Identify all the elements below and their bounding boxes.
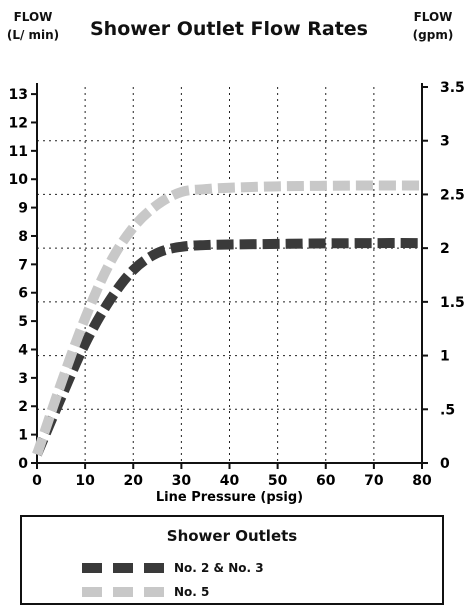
y-tick-label-left: 9	[18, 201, 28, 217]
y-tick-label-left: 8	[18, 229, 28, 245]
right-axis-unit-line1: FLOW	[413, 10, 453, 24]
y-tick-label-right: 2.5	[440, 187, 465, 203]
y-tick-label-left: 5	[18, 314, 28, 330]
x-tick-label: 50	[268, 473, 288, 489]
x-tick-label: 70	[364, 473, 384, 489]
left-axis-unit-label: FLOW (L/ min)	[2, 8, 64, 44]
y-tick-label-right: 1	[440, 349, 450, 365]
y-tick-label-left: 1	[18, 428, 28, 444]
x-tick-label: 60	[316, 473, 336, 489]
y-tick-label-left: 4	[18, 342, 28, 358]
legend-item-no5: No. 5	[82, 581, 209, 603]
x-tick-label: 30	[172, 473, 192, 489]
y-tick-label-left: 10	[9, 172, 29, 188]
x-tick-label: 0	[32, 473, 42, 489]
x-tick-label: 80	[412, 473, 432, 489]
chart-title: Shower Outlet Flow Rates	[90, 18, 368, 40]
x-tick-label: 40	[220, 473, 240, 489]
y-tick-label-right: 3.5	[440, 80, 465, 96]
x-tick-label: 20	[124, 473, 144, 489]
series-line-no2-no3	[32, 238, 423, 457]
legend-label-no5: No. 5	[174, 585, 210, 599]
y-tick-label-right: .5	[440, 402, 455, 418]
y-tick-label-left: 11	[9, 144, 28, 160]
y-tick-label-left: 7	[18, 257, 28, 273]
legend: Shower Outlets No. 2 & No. 3 No. 5	[20, 515, 444, 605]
y-tick-label-left: 0	[18, 456, 28, 472]
y-tick-label-right: 0	[440, 456, 450, 472]
left-axis-unit-line2: (L/ min)	[6, 28, 60, 42]
y-tick-label-left: 2	[18, 399, 28, 415]
right-axis-unit-line2: (gpm)	[412, 28, 454, 42]
series-line-no5	[32, 180, 423, 457]
legend-item-no2-no3: No. 2 & No. 3	[82, 557, 264, 579]
legend-swatch-dark	[82, 563, 164, 573]
y-tick-label-left: 13	[9, 87, 28, 103]
y-tick-label-right: 2	[440, 241, 450, 257]
y-tick-label-left: 6	[18, 286, 28, 302]
x-axis-label: Line Pressure (psig)	[156, 490, 303, 505]
legend-title: Shower Outlets	[166, 527, 298, 545]
y-tick-label-left: 3	[18, 371, 28, 387]
y-tick-label-right: 3	[440, 134, 450, 150]
legend-label-no2-no3: No. 2 & No. 3	[174, 561, 264, 575]
legend-swatch-light	[82, 587, 164, 597]
x-tick-label: 10	[75, 473, 95, 489]
left-axis-unit-line1: FLOW	[13, 10, 53, 24]
y-tick-label-left: 12	[9, 115, 28, 131]
right-axis-unit-label: FLOW (gpm)	[402, 8, 464, 44]
y-tick-label-right: 1.5	[440, 295, 465, 311]
